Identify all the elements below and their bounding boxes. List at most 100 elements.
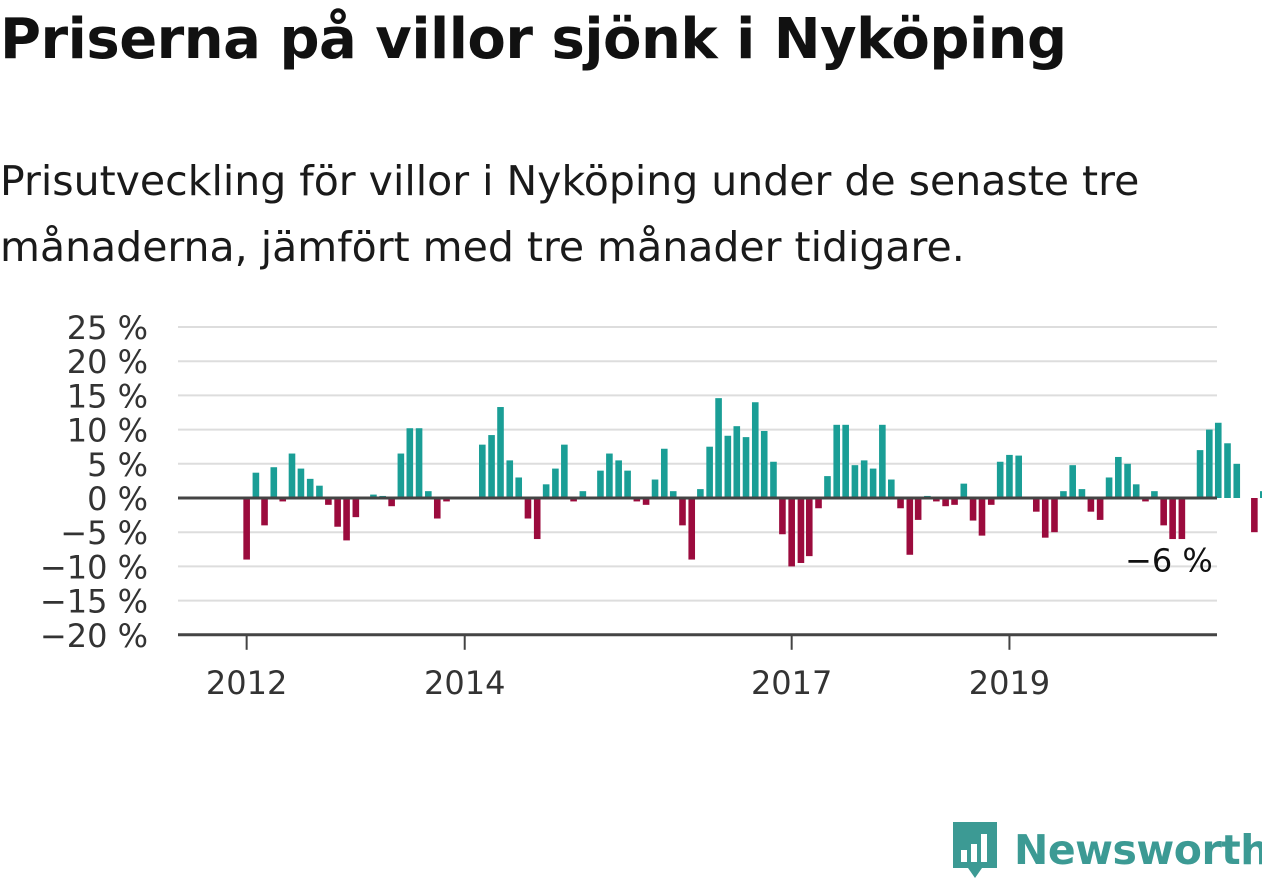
bar xyxy=(742,437,750,498)
bar xyxy=(343,498,350,541)
y-tick-label: 5 % xyxy=(87,446,148,484)
bar xyxy=(760,430,768,498)
bar xyxy=(1151,491,1158,498)
bar xyxy=(524,498,532,519)
gridlines xyxy=(178,326,1217,602)
y-tick-label: 15 % xyxy=(67,377,148,415)
bar xyxy=(688,498,696,560)
bar xyxy=(488,435,495,498)
bar xyxy=(860,460,868,498)
bar xyxy=(533,498,541,540)
y-tick-label: −10 % xyxy=(40,548,148,586)
bar xyxy=(1251,498,1258,533)
y-tick-label: 25 % xyxy=(67,309,148,347)
bar xyxy=(770,461,777,498)
chart-subtitle: Prisutveckling för villor i Nyköping und… xyxy=(0,157,1140,271)
bar xyxy=(996,461,1004,498)
bar xyxy=(815,498,822,509)
bar xyxy=(279,498,287,502)
bar xyxy=(1069,465,1076,498)
y-tick-label: −15 % xyxy=(40,583,148,621)
bar xyxy=(987,498,995,505)
bar xyxy=(805,498,813,557)
bar xyxy=(933,498,940,502)
bar xyxy=(842,424,849,498)
bar xyxy=(978,498,986,536)
bar xyxy=(479,444,486,498)
bar xyxy=(1233,463,1241,498)
bar xyxy=(515,477,523,498)
x-tick-label: 2019 xyxy=(969,664,1050,702)
bar xyxy=(642,498,650,505)
bar xyxy=(252,472,260,498)
bar xyxy=(506,460,514,498)
bar xyxy=(1196,450,1204,498)
y-tick-label: −20 % xyxy=(40,617,148,655)
bar xyxy=(1178,498,1186,540)
bar xyxy=(788,498,795,567)
bar xyxy=(624,470,631,498)
bar xyxy=(715,398,722,498)
bars xyxy=(243,398,1262,567)
bar xyxy=(1051,498,1058,533)
bar xyxy=(724,435,732,498)
bar xyxy=(969,498,977,521)
bar xyxy=(552,468,559,498)
bar xyxy=(397,453,405,498)
bar xyxy=(869,468,877,498)
bar xyxy=(316,485,323,498)
x-tick-label: 2017 xyxy=(751,664,832,702)
bar xyxy=(706,446,713,498)
bar xyxy=(733,426,741,498)
bar xyxy=(334,498,341,527)
bar xyxy=(1105,477,1113,498)
brand-name: Newsworthy xyxy=(1014,826,1262,874)
newsworthy-logo-icon xyxy=(953,822,997,878)
bar xyxy=(297,468,305,498)
y-axis-ticks: 25 %20 %15 %10 %5 %0 %−5 %−10 %−15 %−20 … xyxy=(40,309,148,655)
y-tick-label: −5 % xyxy=(60,514,148,552)
bar xyxy=(606,453,613,498)
bar xyxy=(879,424,886,498)
bar xyxy=(1142,498,1149,502)
bar xyxy=(1224,443,1231,498)
bar xyxy=(824,476,831,498)
bar xyxy=(906,498,914,555)
bar xyxy=(1132,484,1140,498)
bar xyxy=(433,498,441,519)
bar xyxy=(914,498,922,520)
bar xyxy=(960,483,968,498)
bar xyxy=(1041,498,1049,538)
bar xyxy=(797,498,805,563)
bar xyxy=(325,498,332,505)
bar xyxy=(443,498,450,502)
bar xyxy=(660,448,668,498)
x-axis-ticks: 201220142017201920222024 xyxy=(206,634,1050,702)
bar xyxy=(633,498,641,502)
bar xyxy=(415,428,423,498)
bar xyxy=(1006,454,1013,498)
bar xyxy=(1124,463,1131,498)
bar xyxy=(542,484,550,498)
bar xyxy=(1032,498,1040,512)
last-value-label: −6 % xyxy=(1125,542,1213,580)
newsworthy-brand: Newsworthy xyxy=(950,818,1262,882)
bar xyxy=(261,498,268,526)
x-tick-label: 2014 xyxy=(424,664,505,702)
bar xyxy=(697,489,704,498)
bar xyxy=(352,498,360,518)
bar xyxy=(779,498,786,535)
bar xyxy=(1015,455,1022,498)
bar xyxy=(669,491,677,498)
bar-chart: 25 %20 %15 %10 %5 %0 %−5 %−10 %−15 %−20 … xyxy=(40,309,1262,702)
bar xyxy=(1115,456,1122,498)
bar xyxy=(425,491,432,498)
bar xyxy=(561,444,568,498)
bar xyxy=(579,491,587,498)
bar xyxy=(1096,498,1104,520)
bar xyxy=(1060,491,1067,498)
bar xyxy=(615,460,622,498)
bar xyxy=(1169,498,1176,540)
bar xyxy=(751,402,759,498)
bar xyxy=(1260,491,1262,498)
